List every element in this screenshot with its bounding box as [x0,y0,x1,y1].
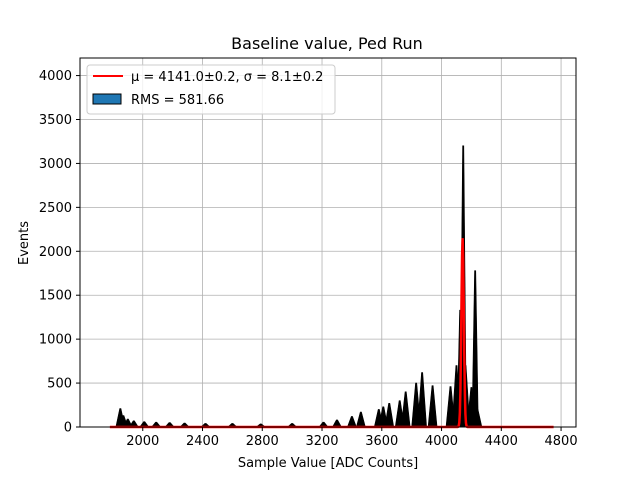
legend: μ = 4141.0±0.2, σ = 8.1±0.2 RMS = 581.66 [86,64,336,115]
y-tick-label: 1500 [39,289,72,304]
legend-fit-label: μ = 4141.0±0.2, σ = 8.1±0.2 [131,70,323,85]
y-tick-label: 2500 [39,201,72,216]
x-axis-title: Sample Value [ADC Counts] [238,456,418,471]
y-tick-label: 4000 [39,69,72,84]
histogram-series [115,145,483,428]
x-tick-label: 3200 [305,434,338,449]
y-axis-title: Events [17,221,32,265]
y-tick-label: 500 [47,377,72,392]
y-tick-label: 1000 [39,333,72,348]
histogram-peak [471,270,479,428]
plot-frame [79,57,577,428]
x-tick-label: 2000 [126,434,159,449]
histogram-peak [417,372,427,428]
y-axis: 0 500 1000 1500 2000 2500 3000 3500 4000 [39,69,80,436]
y-tick-label: 3500 [39,113,72,128]
x-tick-label: 3600 [365,434,398,449]
x-tick-label: 2400 [186,434,219,449]
x-tick-label: 4000 [425,434,458,449]
histogram-peak [355,411,366,428]
x-tick-label: 4800 [545,434,578,449]
fit-curve [109,238,554,429]
legend-histogram-swatch [92,93,122,105]
x-tick-label: 2800 [246,434,279,449]
legend-rms-label: RMS = 581.66 [131,93,224,108]
chart-title: Baseline value, Ped Run [231,34,423,53]
histogram-peak [400,391,411,428]
histogram-peak [346,416,357,428]
y-tick-label: 0 [64,421,72,436]
gaussian-fit-series [109,238,554,429]
y-tick-label: 3000 [39,157,72,172]
histogram-peak [427,385,438,428]
x-tick-label: 4400 [485,434,518,449]
legend-box [86,64,336,115]
y-tick-label: 2000 [39,245,72,260]
x-axis: 2000 2400 2800 3200 3600 4000 4400 4800 [126,427,578,449]
histogram-peak [384,402,395,428]
